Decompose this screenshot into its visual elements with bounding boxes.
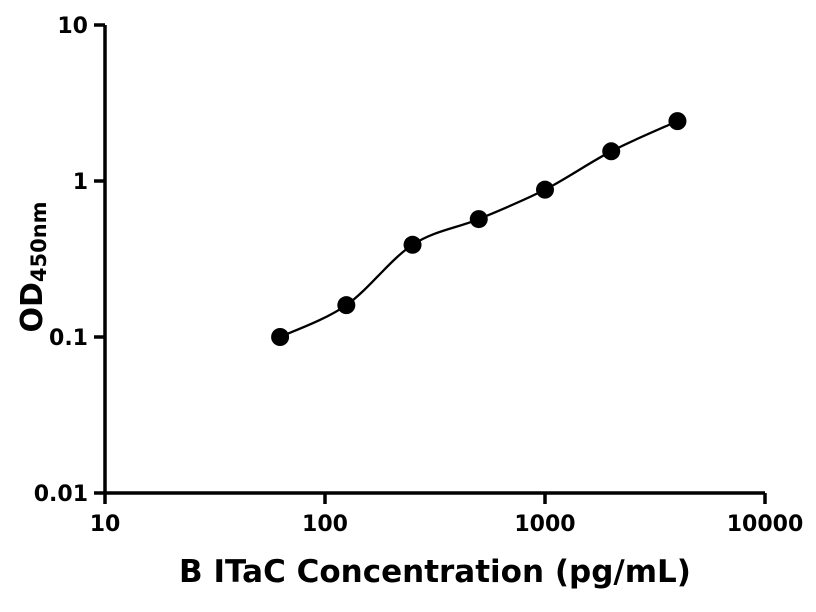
- data-point-marker: [469, 210, 488, 229]
- y-axis-title-main: OD: [15, 282, 50, 333]
- x-axis-tick-label: 10000: [727, 512, 804, 537]
- data-point-marker: [403, 235, 422, 254]
- x-axis-tick-label: 10: [90, 512, 121, 537]
- data-point-marker: [536, 180, 554, 199]
- y-axis-title: OD450nm: [15, 201, 51, 332]
- data-point-marker: [602, 142, 621, 161]
- y-axis-tick-label: 1: [73, 170, 88, 195]
- x-axis-tick-label: 1000: [514, 512, 575, 537]
- y-axis-tick-label: 10: [57, 14, 88, 39]
- data-point-marker: [337, 296, 356, 315]
- y-axis-tick-label: 0.1: [49, 326, 88, 351]
- y-axis-title-subscript: 450nm: [27, 201, 51, 283]
- y-axis-tick-label: 0.01: [34, 482, 88, 507]
- x-axis-title: B ITaC Concentration (pg/mL): [179, 554, 691, 590]
- data-point-marker: [271, 328, 290, 346]
- axes-spine: [103, 25, 765, 495]
- x-axis-tick-label: 100: [302, 512, 348, 537]
- data-point-marker: [668, 112, 687, 131]
